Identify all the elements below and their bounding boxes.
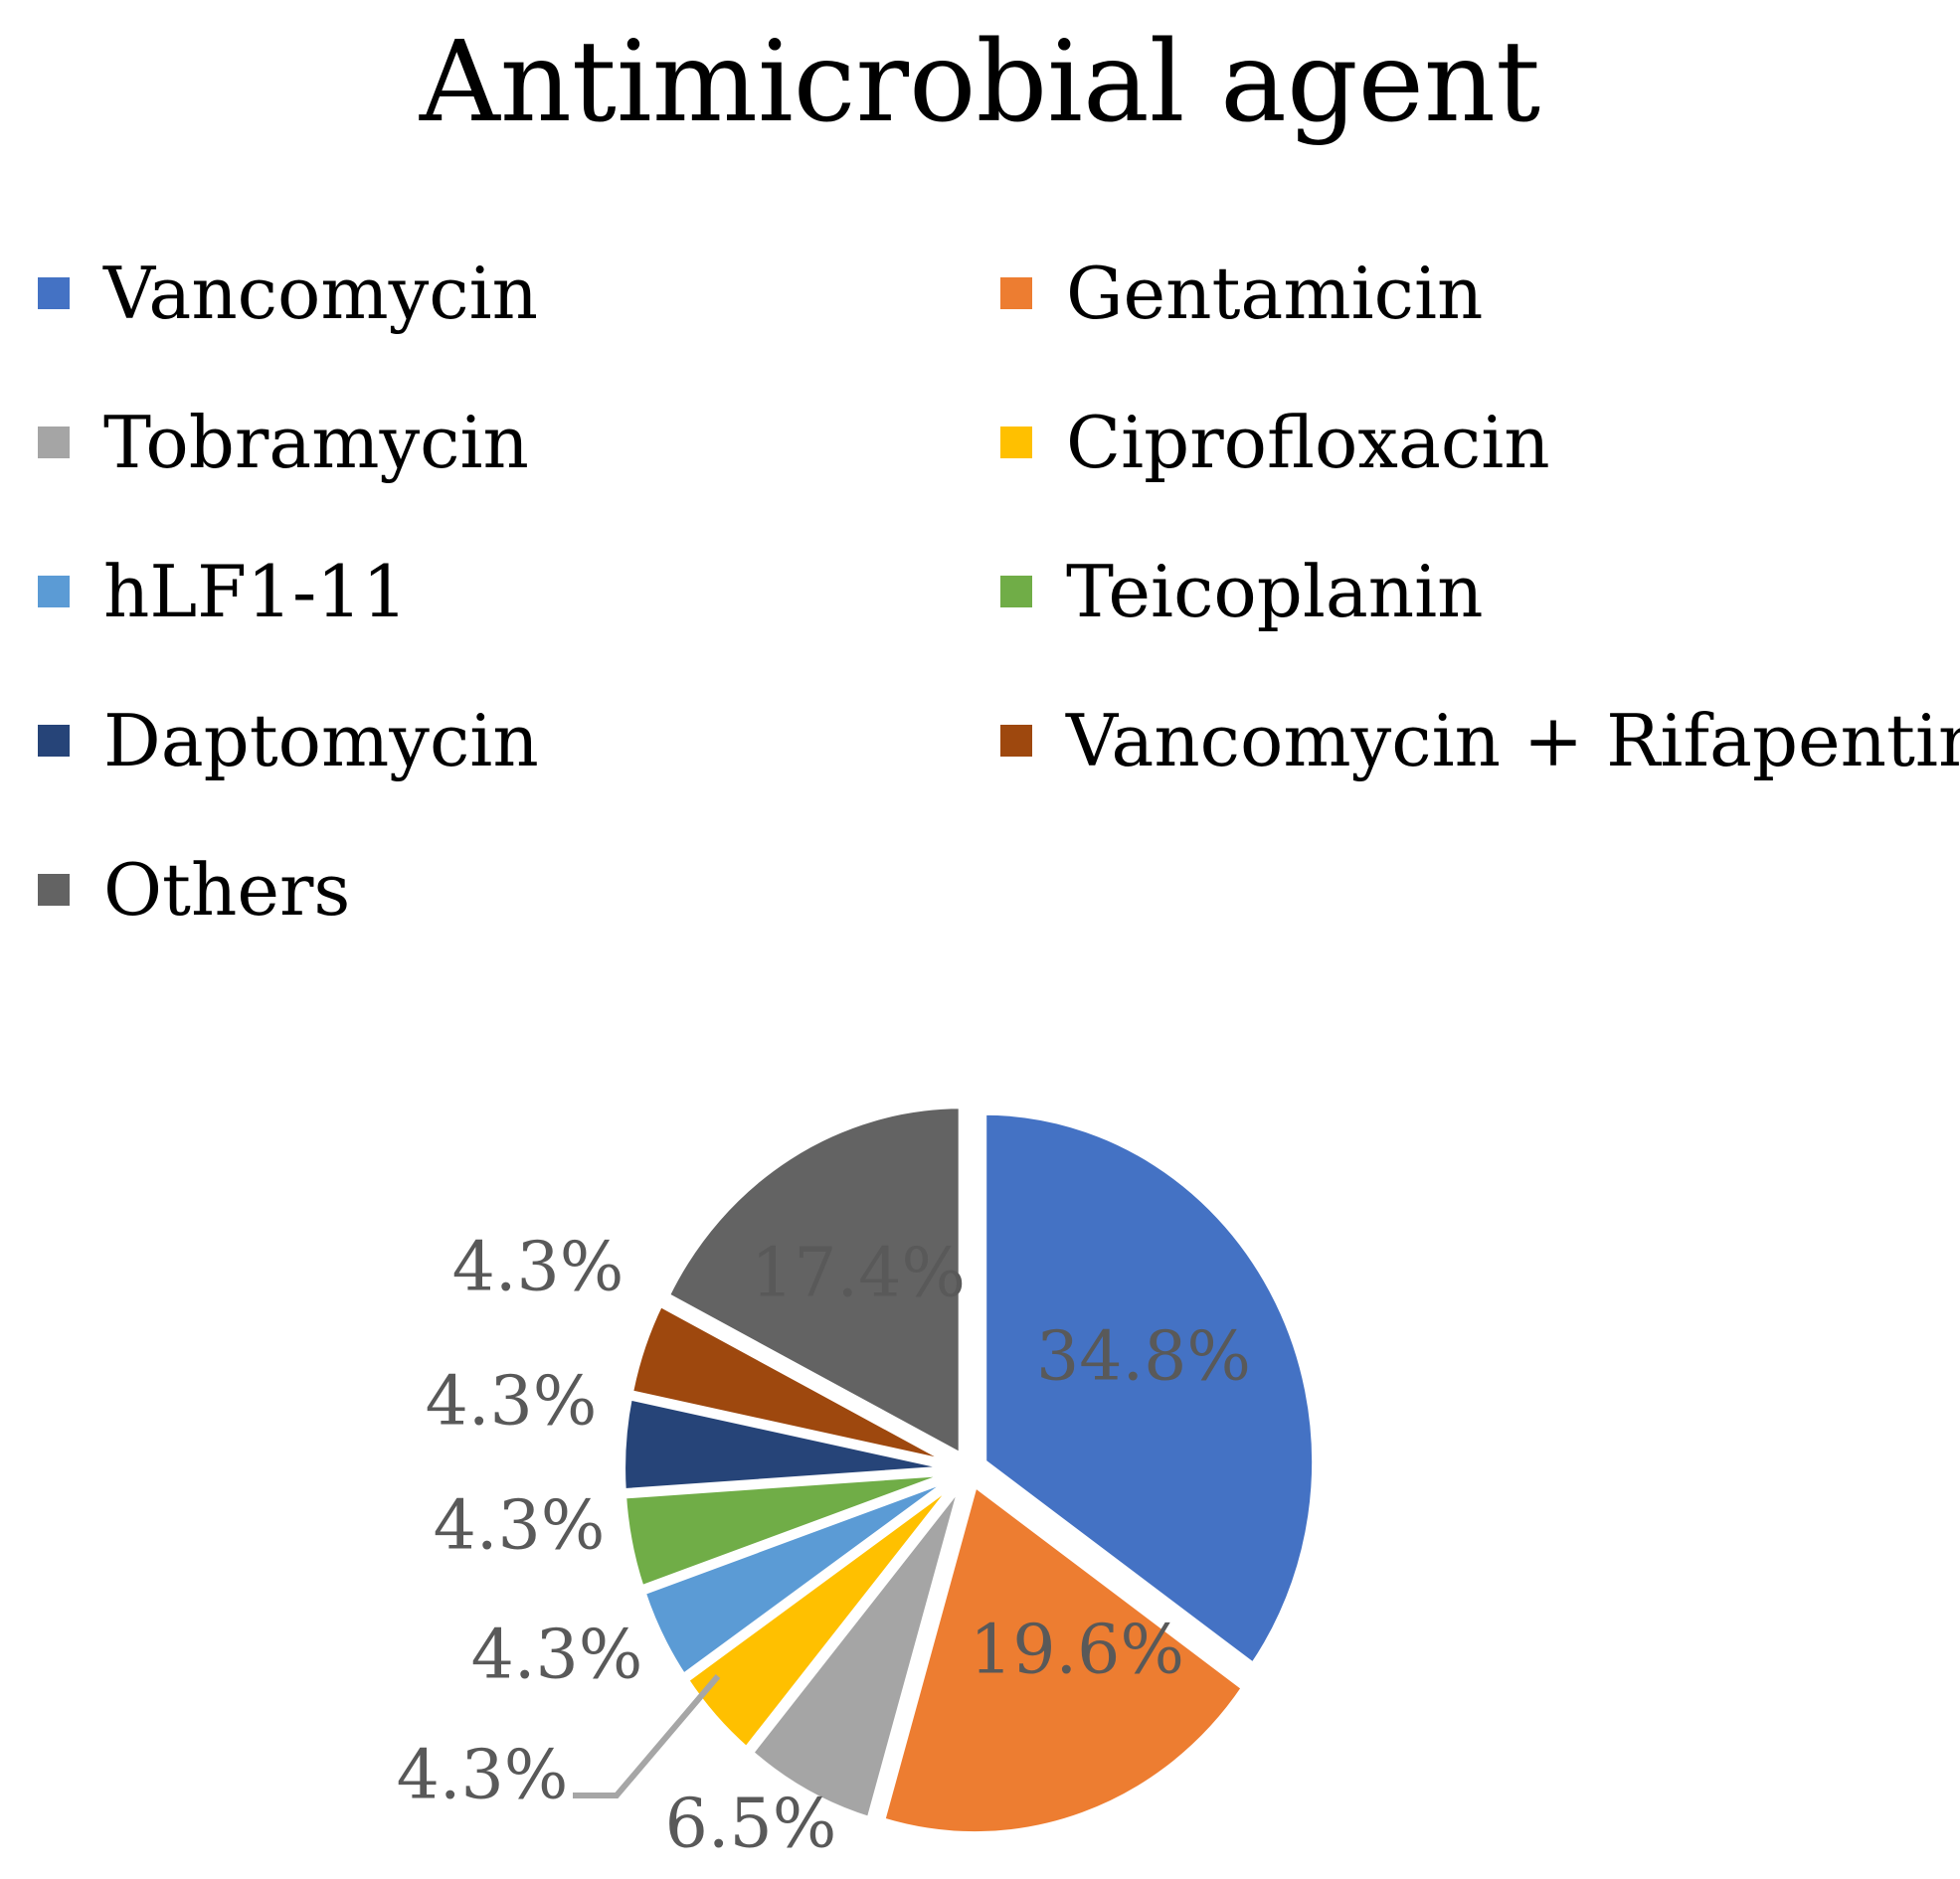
pie-label-vancomycin-rifapentine: 4.3% [452, 1229, 624, 1307]
legend-label-tobramycin: Tobramycin [103, 401, 529, 484]
pie-slice-tobramycin [746, 1481, 966, 1823]
legend-swatch-teicoplanin [1000, 576, 1032, 607]
legend-swatch-tobramycin [38, 427, 70, 458]
legend-item-vancomycin: Vancomycin [38, 239, 539, 348]
legend-item-tobramycin: Tobramycin [38, 388, 539, 497]
legend-swatch-others [38, 874, 70, 906]
legend-item-gentamicin: Gentamicin [1000, 239, 1960, 348]
legend-label-teicoplanin: Teicoplanin [1066, 550, 1484, 633]
legend-label-ciprofloxacin: Ciprofloxacin [1066, 401, 1550, 484]
pie-label-gentamicin: 19.6% [970, 1612, 1184, 1690]
legend-label-vancomycin: Vancomycin [103, 252, 539, 335]
legend-item-vancomycin-rifapentine: Vancomycin + Rifapentine [1000, 686, 1960, 795]
legend-swatch-daptomycin [38, 725, 70, 757]
label-leader-line-ciprofloxacin [573, 1674, 721, 1798]
legend-swatch-gentamicin [1000, 277, 1032, 309]
pie-slice-ciprofloxacin [681, 1477, 961, 1755]
legend-item-hlf1-11: hLF1-11 [38, 537, 539, 646]
pie-label-ciprofloxacin: 4.3% [397, 1737, 569, 1815]
legend-item-daptomycin: Daptomycin [38, 686, 539, 795]
legend-swatch-ciprofloxacin [1000, 427, 1032, 458]
pie-slice-hlf1-11 [638, 1473, 958, 1681]
legend-item-ciprofloxacin: Ciprofloxacin [1000, 388, 1960, 497]
legend-column-right: Gentamicin Ciprofloxacin Teicoplanin Vancom… [1000, 239, 1960, 795]
legend-swatch-vancomycin [38, 277, 70, 309]
chart-title: Antimicrobial agent [419, 18, 1541, 147]
pie-slice-vancomycin-rifapentine [626, 1299, 957, 1467]
legend-swatch-vancomycin-rifapentine [1000, 725, 1032, 757]
legend-label-gentamicin: Gentamicin [1066, 252, 1484, 335]
legend-label-daptomycin: Daptomycin [103, 699, 539, 782]
pie-slice-daptomycin [620, 1393, 955, 1495]
pie-label-daptomycin: 4.3% [426, 1363, 598, 1442]
legend-label-hlf1-11: hLF1-11 [103, 550, 408, 633]
legend-item-others: Others [38, 835, 539, 944]
legend-swatch-hlf1-11 [38, 576, 70, 607]
legend-column-left: Vancomycin Tobramycin hLF1-11 Daptomycin Oth… [38, 239, 539, 944]
pie-slice-teicoplanin [620, 1469, 956, 1593]
legend-item-teicoplanin: Teicoplanin [1000, 537, 1960, 646]
pie-label-hlf1-11: 4.3% [471, 1617, 643, 1695]
pie-label-vancomycin: 34.8% [1036, 1318, 1251, 1397]
legend-label-vancomycin-rifapentine: Vancomycin + Rifapentine [1066, 699, 1960, 782]
pie-label-teicoplanin: 4.3% [434, 1487, 606, 1566]
pie-slice-vancomycin [980, 1109, 1319, 1670]
pie-label-tobramycin: 6.5% [665, 1786, 837, 1864]
pie-slice-others [662, 1103, 965, 1461]
legend-label-others: Others [103, 848, 351, 932]
pie-slice-gentamicin [878, 1479, 1249, 1838]
pie-label-others: 17.4% [751, 1235, 966, 1313]
